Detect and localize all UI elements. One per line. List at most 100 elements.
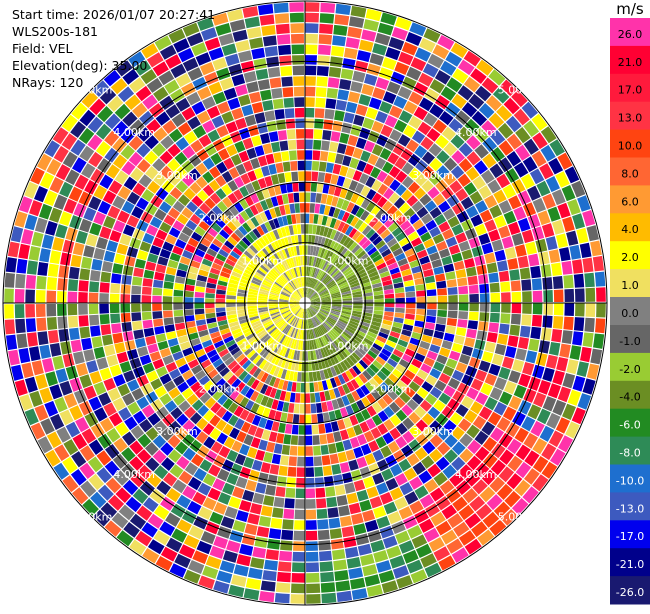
range-gate xyxy=(271,453,281,465)
range-gate xyxy=(332,120,343,132)
range-gate xyxy=(280,308,290,313)
range-gate xyxy=(143,327,155,337)
range-gate xyxy=(405,291,416,298)
range-gate xyxy=(369,53,384,66)
range-gate xyxy=(266,339,275,348)
range-gate xyxy=(307,319,311,329)
range-gate xyxy=(372,360,383,370)
range-gate xyxy=(237,289,248,294)
range-gate xyxy=(168,207,181,220)
range-gate xyxy=(300,393,305,403)
range-gate xyxy=(305,361,309,372)
range-gate xyxy=(290,435,298,445)
range-gate xyxy=(322,412,331,423)
range-gate xyxy=(447,310,458,319)
range-gate xyxy=(302,287,305,298)
range-gate xyxy=(500,79,517,97)
range-gate xyxy=(302,308,305,319)
range-gate xyxy=(345,405,355,416)
range-gate xyxy=(394,396,406,409)
colorbar-tick-label: -1.0 xyxy=(619,335,640,348)
range-gate xyxy=(424,562,442,578)
range-gate xyxy=(282,193,289,205)
colorbar-swatch xyxy=(610,241,650,270)
range-gate xyxy=(417,121,432,136)
range-gate xyxy=(185,219,198,231)
range-gate xyxy=(497,260,508,272)
range-gate xyxy=(165,104,181,119)
range-gate xyxy=(300,340,303,350)
range-gate xyxy=(233,201,244,213)
range-gate xyxy=(478,406,493,420)
range-gate xyxy=(191,399,204,411)
range-gate xyxy=(198,575,215,590)
range-gate xyxy=(152,142,166,157)
range-gate xyxy=(114,342,126,354)
range-gate xyxy=(229,321,239,328)
range-gate xyxy=(78,280,89,292)
range-gate xyxy=(372,254,383,263)
range-gate xyxy=(577,393,592,410)
range-gate xyxy=(425,315,436,324)
range-gate xyxy=(496,417,511,432)
range-gate xyxy=(273,497,285,508)
range-gate xyxy=(362,312,373,317)
range-gate xyxy=(289,392,296,403)
range-gate xyxy=(474,144,489,159)
range-gate xyxy=(501,236,514,249)
range-gate xyxy=(61,133,78,150)
range-gate xyxy=(290,327,296,338)
range-gate xyxy=(394,312,405,319)
range-gate xyxy=(270,328,279,337)
range-gate xyxy=(195,286,205,293)
range-gate xyxy=(448,303,458,311)
range-gate xyxy=(199,392,212,404)
range-gate xyxy=(270,269,279,278)
range-gate xyxy=(362,509,376,522)
range-gate xyxy=(194,387,207,399)
range-gate xyxy=(297,372,302,382)
range-gate xyxy=(122,479,139,496)
instrument-label: WLS200s-181 xyxy=(12,24,98,39)
range-gate xyxy=(152,237,165,248)
range-gate xyxy=(269,307,279,311)
range-gate xyxy=(255,357,265,367)
range-gate xyxy=(100,271,111,283)
range-gate xyxy=(300,277,304,287)
range-gate xyxy=(547,383,561,399)
range-ring-label: 5.00km xyxy=(71,511,113,524)
range-gate xyxy=(180,341,191,351)
range-gate xyxy=(379,492,393,505)
range-gate xyxy=(236,303,247,307)
range-gate xyxy=(552,399,567,416)
range-gate xyxy=(57,304,67,316)
range-gate xyxy=(288,269,294,279)
range-gate xyxy=(279,322,287,331)
range-gate xyxy=(489,387,503,401)
range-gate xyxy=(281,76,293,87)
range-gate xyxy=(281,291,291,297)
range-gate xyxy=(335,323,345,331)
range-gate xyxy=(188,525,204,540)
range-gate xyxy=(380,229,391,239)
range-gate xyxy=(352,147,363,159)
range-gate xyxy=(308,319,312,329)
range-gate xyxy=(328,443,337,454)
range-gate xyxy=(279,300,289,303)
range-gate xyxy=(404,369,416,380)
range-gate xyxy=(322,261,329,271)
range-gate xyxy=(44,400,59,417)
range-gate xyxy=(294,278,299,288)
range-gate xyxy=(284,348,291,358)
range-gate xyxy=(144,135,159,150)
range-gate xyxy=(333,271,342,280)
range-gate xyxy=(350,402,360,414)
range-gate xyxy=(93,185,108,200)
range-gate xyxy=(515,461,532,479)
range-gate xyxy=(14,211,28,228)
range-gate xyxy=(339,316,349,322)
range-gate xyxy=(52,127,69,145)
range-gate xyxy=(235,213,246,225)
range-gate xyxy=(401,404,413,417)
range-gate xyxy=(186,393,199,406)
